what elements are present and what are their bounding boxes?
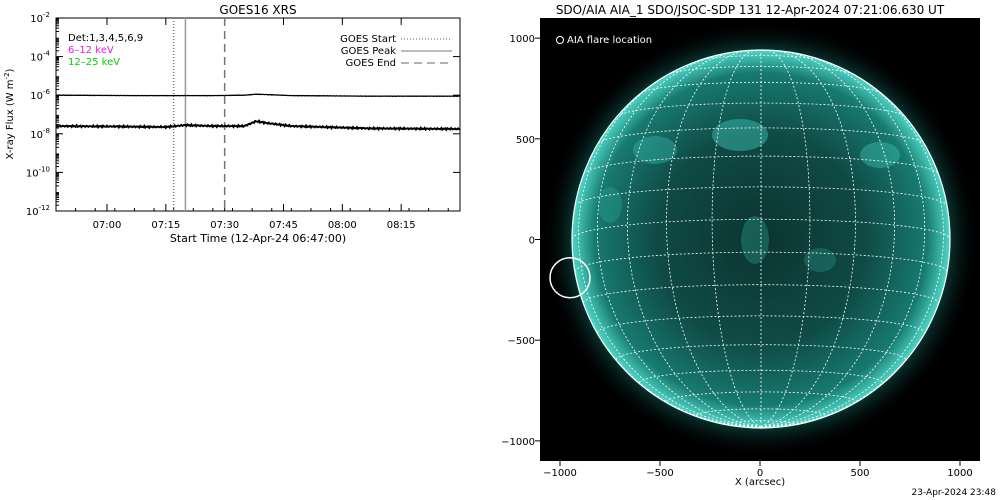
goes-channels-annotation: Det:1,3,4,5,6,9 [68,33,143,44]
goes-y-tick-label: 10-6 [30,88,50,102]
legend-goes-peak-label: GOES Peak [341,46,396,57]
goes-y-tick-label: 10-10 [26,165,50,179]
latitude-line [666,391,856,402]
goes-event-markers [172,18,226,211]
goes-x-tick-label: 07:15 [151,220,180,231]
aia-y-tick-label: 0 [529,236,535,247]
aia-x-axis: −1000 −500 0 500 1000 [543,461,973,479]
latitude-line [583,155,939,174]
goes-y-axis: 10-12 10-10 10-8 10-6 10-4 10-2 [26,11,460,218]
goes-y-tick-label: 10-12 [26,204,50,218]
goes-xrs-chart: GOES16 XRS 10-12 10-10 10-8 10-6 10-4 10-2 07… [3,3,461,245]
goes-plot-frame [55,17,461,212]
goes-y-tick-label: 10-8 [30,127,50,141]
longitude-line [666,50,762,428]
aia-chart-title: SDO/AIA AIA_1 SDO/JSOC-SDP 131 12-Apr-20… [556,3,945,17]
aia-x-tick-label: 1000 [947,468,972,479]
aia-x-tick-label: 500 [850,468,869,479]
aia-y-tick-label: 500 [516,135,535,146]
goes-flux-series [56,93,460,132]
aia-y-tick-label: −500 [508,336,535,347]
aia-y-axis: −1000 −500 0 500 1000 [501,34,540,448]
aia-y-tick-label: 1000 [510,34,535,45]
legend-goes-start-label: GOES Start [340,34,396,45]
goes-x-tick-label: 07:30 [210,220,239,231]
latitude-line [574,251,948,272]
aia-image-chart: SDO/AIA AIA_1 SDO/JSOC-SDP 131 12-Apr-20… [501,3,980,488]
goes-x-tick-label: 07:00 [93,220,122,231]
longitude-line [711,50,762,428]
legend-goes-end-label: GOES End [346,58,396,69]
aia-x-tick-label: −1000 [543,468,577,479]
goes-y-tick-label: 10-4 [30,50,50,64]
latitude-line [696,408,826,416]
aia-legend-label: AIA flare location [567,35,652,46]
latitude-line [596,315,926,334]
aia-y-tick-label: −1000 [501,437,535,448]
goes-y-tick-label: 10-2 [30,11,50,25]
latitude-line [699,55,823,61]
aia-x-tick-label: −500 [646,468,673,479]
goes-band-low-annotation: 6–12 keV [68,45,114,56]
goes-series-high [56,119,460,132]
goes-x-axis: 07:00 07:15 07:30 07:45 08:00 08:15 [55,18,449,231]
longitude-line [760,50,896,428]
aia-legend-symbol [556,36,564,44]
longitude-line [760,50,856,428]
latitude-line [597,127,925,144]
aia-legend: AIA flare location [556,35,652,46]
sun-limb [571,49,951,429]
active-regions [598,119,900,272]
goes-series-low [56,93,460,98]
flare-location-circle [549,257,591,299]
goes-x-tick-label: 08:00 [328,220,357,231]
footer-timestamp: 23-Apr-2024 23:48 [912,488,997,498]
goes-x-axis-label: Start Time (12-Apr-24 06:47:00) [170,232,346,245]
latitude-line [639,369,883,384]
latitude-line [583,284,939,304]
longitude-line [760,50,811,428]
aia-x-axis-label: X (arcsec) [735,477,785,488]
aia-x-tick-label: 0 [757,468,763,479]
goes-x-tick-label: 07:45 [269,220,298,231]
longitude-line [626,50,762,428]
goes-x-tick-label: 08:15 [387,220,416,231]
goes-y-axis-label: X-ray Flux (W m-2) [3,68,16,159]
goes-chart-title: GOES16 XRS [219,3,296,17]
goes-legend: GOES Start GOES Peak GOES End [340,34,452,69]
goes-band-high-annotation: 12–25 keV [68,57,120,68]
latitude-line [615,344,907,360]
